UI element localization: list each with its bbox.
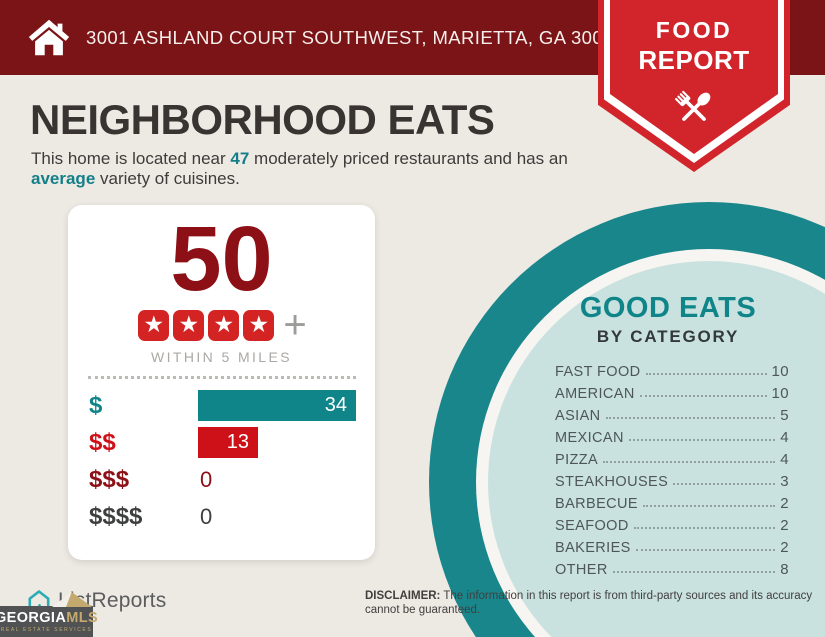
category-count: 2 <box>780 495 789 512</box>
home-icon <box>28 19 70 55</box>
category-count: 4 <box>780 429 789 446</box>
price-tier-bar-chart: $ 34 $$ 13 $$$ 0 $$$$ 0 <box>68 387 375 535</box>
category-row: BAKERIES 2 <box>545 536 791 558</box>
dotted-leader <box>635 549 776 551</box>
chart-row-price-1: $ 34 <box>68 387 375 424</box>
star-icon: ★ <box>138 309 170 341</box>
subtitle-text: variety of cuisines. <box>95 168 240 188</box>
restaurant-summary-card: 50 ★ ★ ★ ★ + WITHIN 5 MILES $ 34 $$ 13 $$$ … <box>68 205 375 560</box>
category-row: BARBECUE 2 <box>545 492 791 514</box>
mls-tagline: REAL ESTATE SERVICES <box>0 626 93 633</box>
dotted-leader <box>633 527 776 529</box>
star-rating: ★ ★ ★ ★ + <box>68 303 375 347</box>
star-icon: ★ <box>243 309 275 341</box>
price-tier-label: $$$ <box>89 465 130 493</box>
category-label: FAST FOOD <box>555 364 641 380</box>
price-tier-label: $$$$ <box>89 502 143 530</box>
category-count: 2 <box>780 517 789 534</box>
radius-label: WITHIN 5 MILES <box>151 349 292 365</box>
category-count: 3 <box>780 473 789 490</box>
chart-row-price-2: $$ 13 <box>68 424 375 461</box>
subtitle-text: This home is located near <box>31 149 231 168</box>
dotted-leader <box>642 505 776 507</box>
category-row: OTHER 8 <box>545 558 791 580</box>
category-count: 5 <box>780 407 789 424</box>
price-tier-label: $$ <box>89 428 116 456</box>
disclaimer-label: DISCLAIMER: <box>365 590 441 602</box>
good-eats-category-list: FAST FOOD 10 AMERICAN 10 ASIAN 5 MEXICAN 4 PIZZA… <box>545 360 791 580</box>
bar-price-4: 0 <box>198 501 360 532</box>
category-count: 8 <box>780 561 789 578</box>
dotted-leader <box>628 439 776 441</box>
total-restaurants: 50 <box>170 208 273 310</box>
dotted-divider <box>88 376 356 379</box>
dotted-leader <box>612 571 776 573</box>
page-subtitle: This home is located near 47 moderately … <box>31 149 579 188</box>
category-row: FAST FOOD 10 <box>545 360 791 382</box>
dotted-leader <box>673 483 776 485</box>
category-label: SEAFOOD <box>555 518 629 534</box>
category-count: 4 <box>780 451 789 468</box>
bar-value: 0 <box>200 503 213 529</box>
category-count: 10 <box>771 385 789 402</box>
good-eats-panel: GOOD EATS BY CATEGORY FAST FOOD 10 AMERICA… <box>545 292 791 580</box>
category-count: 10 <box>771 363 789 380</box>
dotted-leader <box>645 373 767 375</box>
bar-price-2: 13 <box>198 427 258 458</box>
dotted-leader <box>639 395 767 397</box>
category-label: STEAKHOUSES <box>555 474 669 490</box>
georgia-mls-logo: GEORGIAMLS REAL ESTATE SERVICES <box>0 606 98 637</box>
crossed-utensils-icon <box>674 90 711 121</box>
chart-row-price-4: $$$$ 0 <box>68 498 375 535</box>
category-label: OTHER <box>555 562 608 578</box>
badge-title-line1: FOOD <box>655 17 733 43</box>
bar-price-3: 0 <box>198 464 360 495</box>
bar-value: 13 <box>226 431 249 453</box>
category-label: BAKERIES <box>555 540 631 556</box>
page-title: NEIGHBORHOOD EATS <box>30 96 495 143</box>
bar-value: 34 <box>324 394 347 416</box>
category-label: PIZZA <box>555 452 599 468</box>
mls-name-gold: MLS <box>66 609 99 626</box>
category-row: MEXICAN 4 <box>545 426 791 448</box>
food-report-badge: FOOD REPORT <box>598 0 790 172</box>
category-row: ASIAN 5 <box>545 404 791 426</box>
property-address: 3001 ASHLAND COURT SOUTHWEST, MARIETTA, … <box>86 26 625 48</box>
bar-price-1: 34 <box>198 390 356 421</box>
category-label: BARBECUE <box>555 496 638 512</box>
disclaimer-text: The information in this report is from t… <box>365 590 813 616</box>
subtitle-text: moderately priced restaurants and has an <box>249 149 568 168</box>
category-row: AMERICAN 10 <box>545 382 791 404</box>
plus-icon: + <box>283 303 307 347</box>
good-eats-title: GOOD EATS <box>579 292 757 324</box>
category-label: MEXICAN <box>555 430 624 446</box>
category-label: ASIAN <box>555 408 601 424</box>
price-tier-label: $ <box>89 391 103 419</box>
variety-highlight: average <box>31 168 96 188</box>
star-icon: ★ <box>208 309 240 341</box>
chart-row-price-3: $$$ 0 <box>68 461 375 498</box>
disclaimer: DISCLAIMER: The information in this repo… <box>365 589 821 617</box>
category-count: 2 <box>780 539 789 556</box>
bar-value: 0 <box>200 466 213 492</box>
category-row: PIZZA 4 <box>545 448 791 470</box>
category-label: AMERICAN <box>555 386 635 402</box>
category-row: SEAFOOD 2 <box>545 514 791 536</box>
restaurant-count: 47 <box>230 149 250 168</box>
dotted-leader <box>605 417 776 419</box>
dotted-leader <box>603 461 776 463</box>
star-icon: ★ <box>173 309 205 341</box>
good-eats-subtitle: BY CATEGORY <box>596 327 740 346</box>
badge-title-line2: REPORT <box>638 45 750 75</box>
mls-name-white: GEORGIA <box>0 609 67 626</box>
category-row: STEAKHOUSES 3 <box>545 470 791 492</box>
